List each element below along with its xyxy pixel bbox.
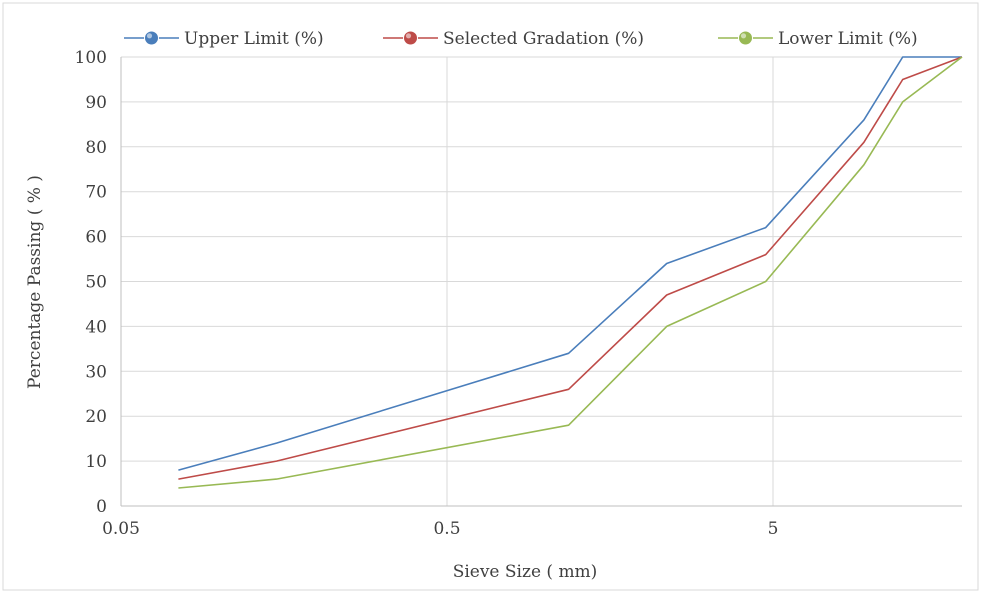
x-tick-label: 5 <box>768 519 779 539</box>
y-tick-label: 70 <box>85 183 107 203</box>
y-tick-label: 0 <box>96 497 107 517</box>
grid <box>121 56 962 506</box>
x-tick-label: 0.5 <box>433 519 460 539</box>
y-tick-label: 30 <box>85 362 107 382</box>
series-line <box>178 56 962 471</box>
series-line <box>178 56 963 480</box>
x-tick-label: 0.05 <box>102 519 140 539</box>
legend-label: Selected Gradation (%) <box>443 29 644 49</box>
legend-marker <box>144 30 159 46</box>
y-tick-label: 80 <box>85 138 107 158</box>
axes: 0 10 20 30 40 50 60 70 80 90 100 0.05 0.5 5 <box>75 48 962 539</box>
legend-marker <box>738 30 753 46</box>
y-tick-label: 90 <box>85 93 107 113</box>
y-tick-label: 10 <box>85 452 107 472</box>
y-tick-label: 100 <box>75 48 107 68</box>
legend-marker-highlight <box>740 33 747 39</box>
y-tick-label: 20 <box>85 407 107 427</box>
legend-label: Lower Limit (%) <box>778 29 918 49</box>
y-tick-label: 60 <box>85 228 107 248</box>
y-tick-label: 50 <box>85 273 107 293</box>
y-axis-title: Percentage Passing ( % ) <box>25 175 45 389</box>
legend-label: Upper Limit (%) <box>184 29 324 49</box>
legend: Upper Limit (%) Selected Gradation (%) Low… <box>124 29 918 49</box>
legend-marker <box>403 30 418 46</box>
legend-marker-highlight <box>405 33 412 39</box>
series-lines <box>178 56 963 489</box>
y-tick-label: 40 <box>85 317 107 337</box>
x-axis-title: Sieve Size ( mm) <box>453 562 598 582</box>
legend-marker-highlight <box>146 33 153 39</box>
series-line <box>178 56 963 489</box>
